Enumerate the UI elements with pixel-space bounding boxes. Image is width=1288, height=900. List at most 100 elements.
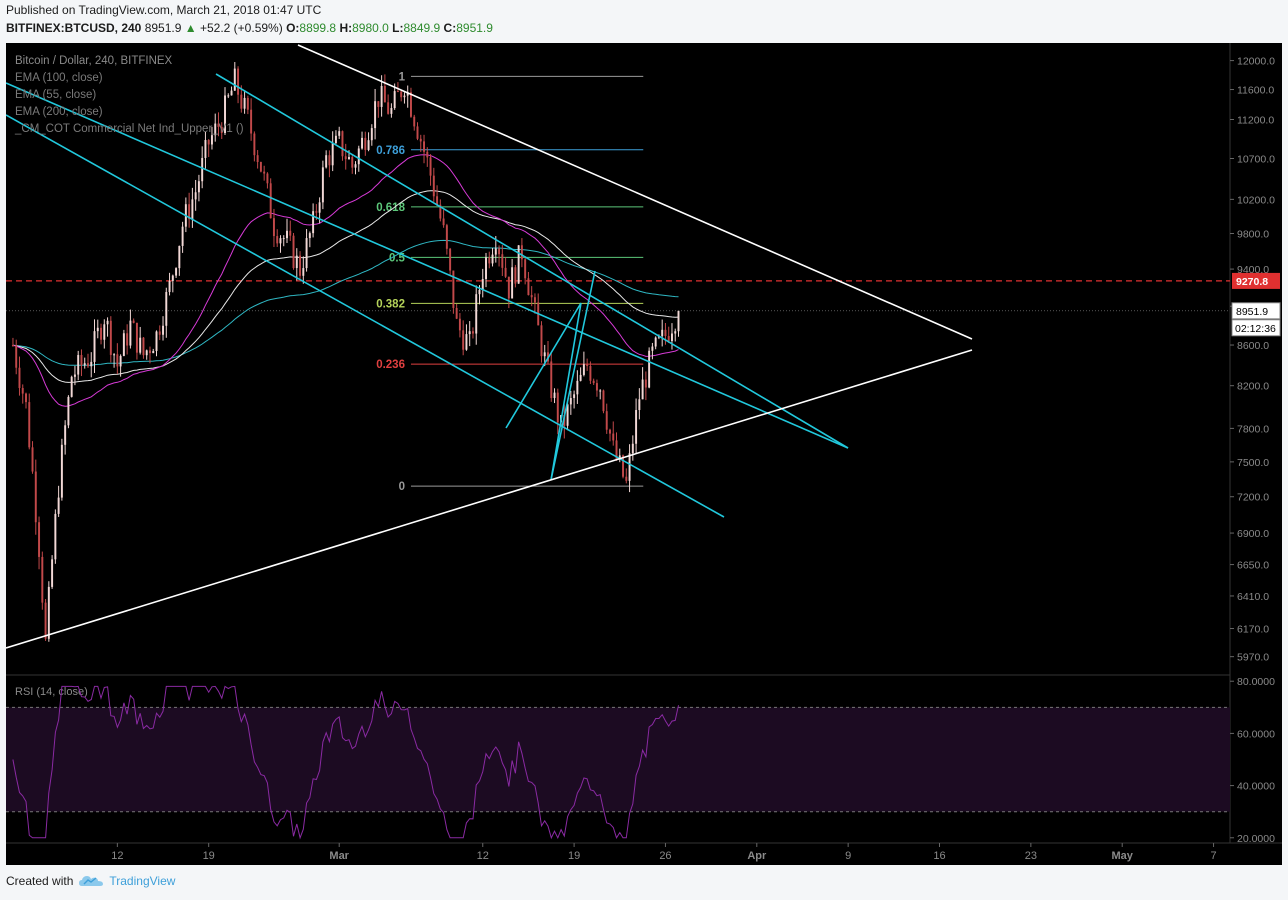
price-tick-label: 5970.0 [1237, 652, 1269, 664]
candle-body [400, 91, 403, 98]
tradingview-link[interactable]: TradingView [109, 874, 176, 888]
candle-body [409, 92, 412, 117]
candle-body [478, 290, 481, 295]
candle-body [436, 196, 439, 205]
candle-body [576, 380, 579, 395]
candle-body [51, 559, 54, 587]
candle-body [579, 374, 582, 381]
candle-body [25, 393, 27, 403]
candle-body [197, 181, 200, 193]
candle-body [171, 275, 174, 281]
price-tick-label: 10200.0 [1237, 194, 1275, 206]
candle-body [354, 164, 357, 168]
candle-body [210, 135, 213, 145]
fib-level-label: 1 [399, 71, 406, 83]
candle-body [113, 354, 116, 356]
triangle-lower-line [6, 349, 973, 649]
candle-body [569, 398, 572, 405]
candle-body [162, 325, 165, 335]
candle-body [462, 330, 465, 350]
candle-body [514, 267, 517, 284]
price-tick-label: 6900.0 [1237, 528, 1269, 540]
candle-body [34, 471, 37, 523]
candle-body [312, 211, 315, 234]
candle-body [520, 245, 523, 260]
candle-body [602, 390, 605, 412]
candle-body [494, 248, 497, 255]
rsi-tick-label: 20.0000 [1237, 833, 1275, 845]
candle-body [214, 123, 217, 136]
candle-body [279, 238, 282, 244]
candle-body [530, 295, 533, 298]
candle-body [90, 361, 93, 367]
candle-body [325, 155, 328, 168]
candle-body [11, 345, 14, 347]
candle-body [276, 236, 279, 244]
change-arrow-icon: ▲ [184, 21, 197, 35]
close-label: C: [443, 21, 457, 35]
chart-canvas[interactable]: 12000.0 11600.0 11200.0 10700.0 10200.0 9800.… [6, 43, 1282, 865]
candle-body [527, 278, 530, 296]
chart-area[interactable]: 12000.0 11600.0 11200.0 10700.0 10200.0 9800.… [6, 43, 1282, 865]
candle-body [240, 94, 243, 109]
candle-body [625, 476, 628, 481]
symbol-ohlc-line: BITFINEX:BTCUSD, 240 8951.9 ▲ +52.2 (+0.… [6, 21, 493, 35]
ema-55-line [12, 154, 679, 407]
candle-body [70, 376, 73, 397]
candle-body [93, 331, 96, 362]
candle-body [122, 333, 125, 356]
candle-body [152, 351, 155, 354]
candle-body [295, 255, 298, 269]
candle-body [439, 204, 442, 219]
candle-body [188, 204, 191, 220]
candle-body [158, 331, 161, 335]
candle-body [207, 140, 210, 145]
high-label: H: [339, 21, 353, 35]
time-tick-label: 16 [933, 850, 945, 862]
current-price-tag [1231, 302, 1281, 320]
candle-body [635, 410, 638, 444]
candle-body [445, 225, 448, 249]
candle-body [449, 248, 452, 271]
candle-body [553, 392, 556, 399]
candle-body [615, 440, 618, 459]
candle-body [361, 137, 364, 149]
candle-body [266, 173, 269, 184]
channel-upper-line [6, 82, 849, 449]
price-tick-label: 6650.0 [1237, 560, 1269, 572]
created-with-label: Created with [6, 874, 74, 888]
candle-body [383, 86, 386, 103]
fib-level-label: 0.5 [389, 252, 406, 264]
candle-body [556, 392, 559, 423]
candle-body [396, 91, 399, 93]
candle-body [328, 155, 331, 166]
candle-body [511, 267, 514, 299]
candle-body [452, 270, 455, 308]
candle-body [253, 133, 256, 156]
low-value: 8849.9 [403, 21, 441, 35]
candle-body [458, 318, 461, 331]
candle-body [380, 86, 383, 107]
candle-body [533, 297, 536, 303]
candle-body [595, 383, 598, 391]
rsi-tick-label: 80.0000 [1237, 676, 1275, 688]
legend-entry: EMA (55, close) [15, 89, 96, 101]
candle-body [357, 148, 360, 165]
candle-body [227, 95, 230, 97]
candle-body [308, 233, 311, 239]
candle-body [100, 327, 103, 340]
candle-body [155, 331, 158, 352]
candle-body [367, 140, 370, 150]
candle-body [80, 355, 83, 366]
countdown-label: 02:12:36 [1235, 323, 1276, 335]
candle-body [181, 226, 184, 246]
last-price: 8951.9 [144, 21, 182, 35]
time-tick-label: 19 [203, 850, 215, 862]
candle-body [139, 337, 142, 353]
candle-body [471, 331, 474, 334]
candle-body [341, 131, 344, 157]
candle-body [387, 102, 390, 114]
candle-body [148, 350, 151, 354]
candle-body [263, 171, 266, 174]
candle-body [106, 320, 109, 325]
